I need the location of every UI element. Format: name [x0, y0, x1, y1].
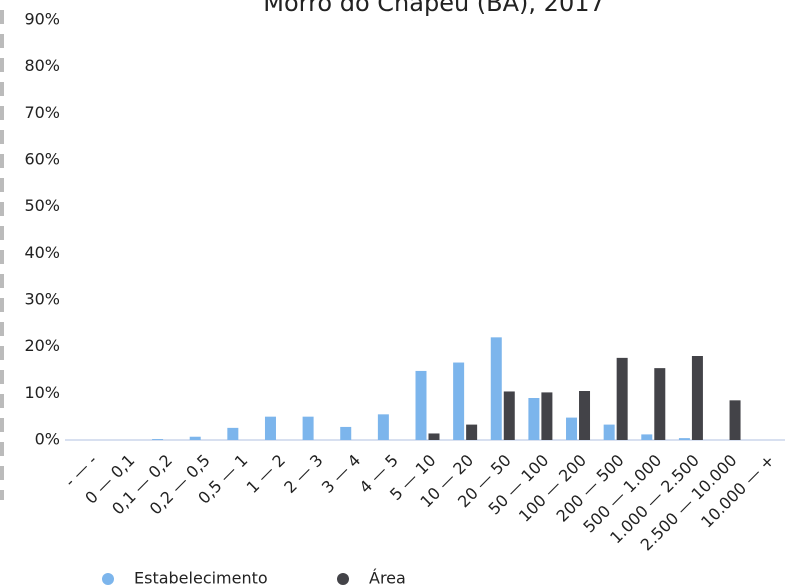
- x-tick-label: 3 — 4: [318, 451, 364, 497]
- bar: [490, 337, 502, 440]
- bar: [566, 417, 578, 440]
- y-tick-label: 30%: [24, 290, 60, 309]
- bar: [603, 424, 615, 440]
- bar: [466, 424, 478, 440]
- y-tick-label: 70%: [24, 103, 60, 122]
- bar: [152, 439, 164, 440]
- legend-marker: [337, 573, 349, 585]
- bar: [264, 416, 276, 440]
- bar: [616, 357, 628, 440]
- x-tick-label: 2 — 3: [280, 451, 326, 497]
- bar: [691, 356, 703, 440]
- bar: [453, 362, 465, 440]
- legend-label: Estabelecimento: [134, 569, 268, 587]
- y-tick-label: 0%: [35, 430, 60, 449]
- bar: [654, 368, 666, 440]
- bar: [641, 434, 653, 440]
- bar: [579, 391, 591, 440]
- chart-title: Morro do Chapéu (BA), 2017: [263, 0, 605, 17]
- y-tick-label: 80%: [24, 56, 60, 75]
- bar: [729, 400, 741, 440]
- x-tick-label: 1 — 2: [243, 451, 289, 497]
- bar: [340, 426, 352, 440]
- legend-marker: [102, 573, 114, 585]
- y-tick-label: 20%: [24, 336, 60, 355]
- y-tick-label: 10%: [24, 383, 60, 402]
- bar: [189, 436, 201, 440]
- bar: [302, 416, 314, 440]
- legend-label: Área: [369, 569, 406, 587]
- y-tick-label: 60%: [24, 150, 60, 169]
- y-tick-label: 40%: [24, 243, 60, 262]
- y-tick-label: 90%: [24, 10, 60, 29]
- bar: [503, 391, 515, 440]
- bar: [428, 433, 440, 440]
- y-tick-label: 50%: [24, 196, 60, 215]
- bar: [415, 370, 427, 440]
- bar: [678, 438, 690, 440]
- bar: [528, 398, 540, 440]
- bar: [227, 427, 239, 440]
- bar: [541, 392, 553, 440]
- bar: [377, 414, 389, 440]
